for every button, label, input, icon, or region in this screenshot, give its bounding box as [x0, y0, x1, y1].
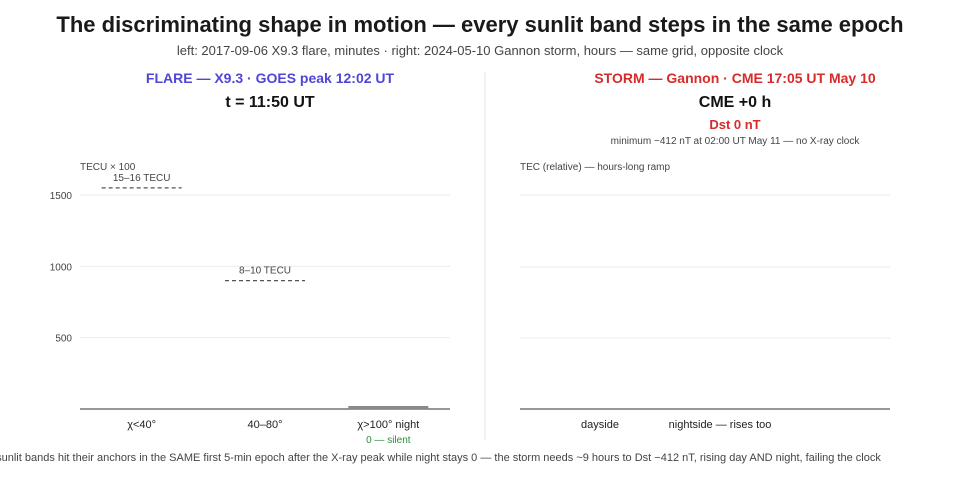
page-subtitle: left: 2017-09-06 X9.3 flare, minutes · r…: [176, 43, 784, 58]
flare-panel-title: FLARE — X9.3 · GOES peak 12:02 UT: [145, 70, 395, 86]
flare-annotation-0: 0 — silent: [366, 435, 411, 446]
page-title: The discriminating shape in motion — eve…: [56, 12, 904, 37]
flare-anchor-label-0: 15–16 TECU: [113, 173, 171, 184]
flare-time-label: t = 11:50 UT: [225, 94, 315, 111]
storm-category-label-1: nightside — rises too: [669, 419, 772, 431]
flare-category-label-2: χ>100° night: [357, 419, 419, 431]
storm-panel-title: STORM — Gannon · CME 17:05 UT May 10: [594, 70, 876, 86]
footer-caption: : sunlit bands hit their anchors in the …: [0, 452, 960, 464]
storm-time-label: CME +0 h: [698, 94, 772, 111]
flare-ylabel: TECU × 100: [80, 162, 136, 173]
flare-category-label-1: 40–80°: [248, 419, 283, 431]
flare-bar-2: [348, 406, 429, 409]
flare-chart: 500 1000 1500 TECU × 100 χ<40° 40–80° χ>100° n…: [50, 162, 450, 446]
storm-minimum-note: minimum −412 nT at 02:00 UT May 11 — no …: [610, 136, 860, 147]
flare-category-label-0: χ<40°: [127, 419, 156, 431]
flare-anchor-label-1: 8–10 TECU: [239, 266, 291, 277]
storm-category-label-0: dayside: [581, 419, 619, 431]
flare-ytick-1000: 1000: [50, 262, 73, 273]
flare-ytick-500: 500: [55, 334, 72, 345]
storm-ylabel: TEC (relative) — hours-long ramp: [520, 162, 670, 173]
storm-dst-label: Dst 0 nT: [709, 117, 761, 132]
footer-text: : sunlit bands hit their anchors in the …: [0, 452, 881, 464]
storm-chart: TEC (relative) — hours-long ramp dayside n…: [520, 162, 890, 431]
flare-ytick-1500: 1500: [50, 191, 73, 202]
